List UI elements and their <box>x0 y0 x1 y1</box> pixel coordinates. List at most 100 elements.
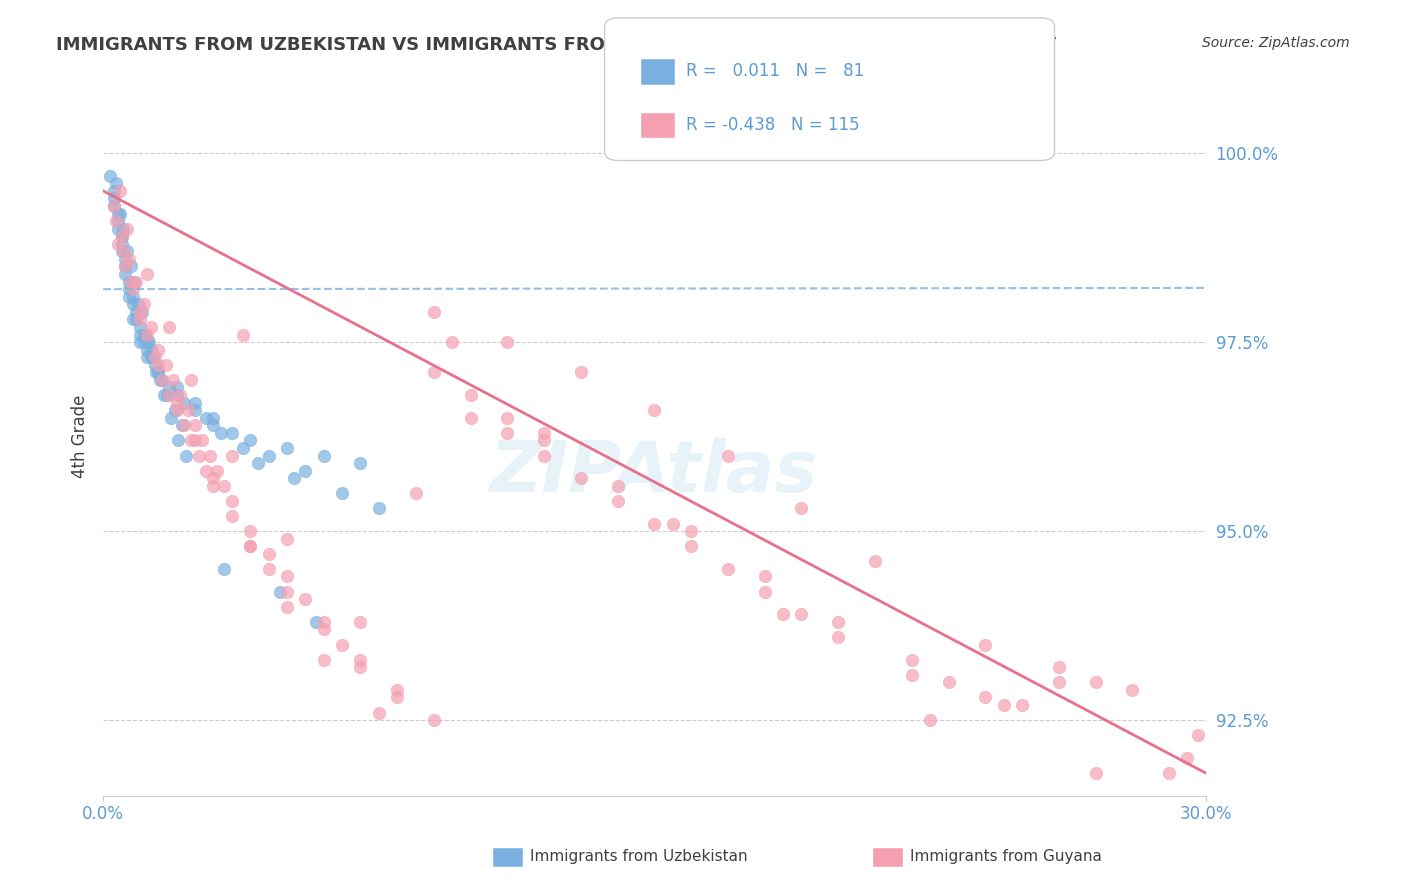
Point <box>349 653 371 667</box>
Point <box>150 373 173 387</box>
Point <box>143 350 166 364</box>
Point <box>120 260 142 274</box>
Point <box>900 667 922 681</box>
Point <box>108 184 131 198</box>
Point <box>169 388 191 402</box>
Point <box>198 449 221 463</box>
Text: R =   0.011   N =   81: R = 0.011 N = 81 <box>686 62 865 80</box>
Point <box>125 305 148 319</box>
Point <box>496 425 519 440</box>
Point <box>107 214 129 228</box>
Point <box>187 449 209 463</box>
Point <box>176 403 198 417</box>
Point <box>920 713 942 727</box>
Point <box>136 335 159 350</box>
Point <box>257 547 280 561</box>
Point <box>139 320 162 334</box>
Point <box>118 275 141 289</box>
Point <box>405 486 427 500</box>
Point <box>221 494 243 508</box>
Point <box>121 282 143 296</box>
Point <box>460 410 482 425</box>
Point <box>533 434 555 448</box>
Text: Immigrants from Guyana: Immigrants from Guyana <box>910 849 1101 863</box>
Point <box>121 297 143 311</box>
Point <box>533 449 555 463</box>
Point <box>174 449 197 463</box>
Point <box>114 260 136 274</box>
Point <box>1187 728 1209 742</box>
Point <box>107 221 129 235</box>
Point <box>110 229 132 244</box>
Point <box>441 335 464 350</box>
Point <box>124 275 146 289</box>
Point <box>110 229 132 244</box>
Point <box>167 434 190 448</box>
Point <box>232 441 254 455</box>
Point <box>496 410 519 425</box>
Point <box>110 229 132 244</box>
Point <box>643 516 665 531</box>
Point <box>772 607 794 622</box>
Point <box>276 441 298 455</box>
Point <box>139 350 162 364</box>
Point <box>269 584 291 599</box>
Point <box>136 350 159 364</box>
Point <box>1177 751 1199 765</box>
Point <box>205 464 228 478</box>
Point <box>114 252 136 266</box>
Point <box>349 615 371 629</box>
Point <box>107 206 129 220</box>
Point <box>166 380 188 394</box>
Point <box>132 297 155 311</box>
Point <box>790 501 813 516</box>
Text: IMMIGRANTS FROM UZBEKISTAN VS IMMIGRANTS FROM GUYANA 4TH GRADE CORRELATION CHART: IMMIGRANTS FROM UZBEKISTAN VS IMMIGRANTS… <box>56 36 1056 54</box>
Point <box>606 479 628 493</box>
Point <box>131 305 153 319</box>
Point <box>1084 766 1107 780</box>
Point <box>132 327 155 342</box>
Point <box>754 584 776 599</box>
Point <box>202 479 225 493</box>
Point <box>108 206 131 220</box>
Point <box>180 373 202 387</box>
Point <box>1011 698 1033 712</box>
Point <box>128 335 150 350</box>
Point <box>191 434 214 448</box>
Point <box>112 244 135 259</box>
Point <box>114 267 136 281</box>
Point <box>827 630 849 644</box>
Point <box>202 471 225 485</box>
Point <box>974 638 997 652</box>
Point <box>156 388 179 402</box>
Point <box>214 562 236 576</box>
Point <box>184 403 207 417</box>
Point <box>110 236 132 251</box>
Point <box>195 410 218 425</box>
Point <box>114 260 136 274</box>
Point <box>143 358 166 372</box>
Point <box>1047 675 1070 690</box>
Point <box>202 410 225 425</box>
Point <box>132 335 155 350</box>
Point <box>134 327 156 342</box>
Point <box>681 539 703 553</box>
Point <box>121 312 143 326</box>
Point <box>163 403 186 417</box>
Point <box>276 569 298 583</box>
Point <box>385 682 408 697</box>
Point <box>145 365 167 379</box>
Text: Immigrants from Uzbekistan: Immigrants from Uzbekistan <box>530 849 748 863</box>
Point <box>349 660 371 674</box>
Point <box>118 282 141 296</box>
Point <box>209 425 232 440</box>
Point <box>166 395 188 409</box>
Point <box>330 486 353 500</box>
Point <box>104 214 127 228</box>
Point <box>162 373 184 387</box>
Point <box>239 434 262 448</box>
Point <box>569 471 592 485</box>
Point <box>239 539 262 553</box>
Point <box>103 199 125 213</box>
Point <box>121 290 143 304</box>
